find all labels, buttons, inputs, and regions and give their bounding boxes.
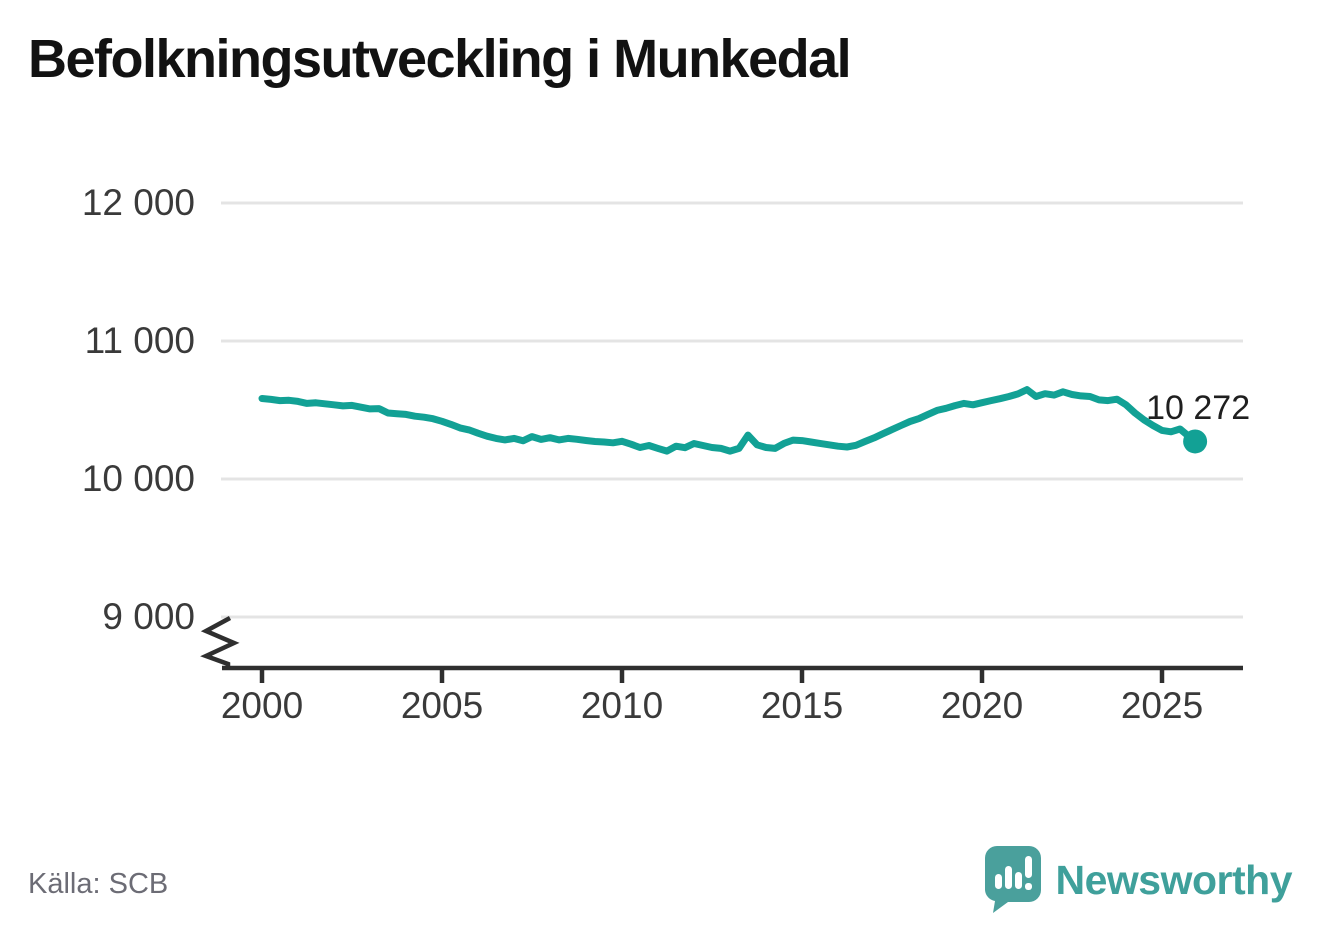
page-title: Befolkningsutveckling i Munkedal	[28, 29, 852, 89]
newsworthy-wordmark: Newsworthy	[1055, 856, 1293, 903]
y-axis-tick-label: 12 000	[81, 182, 195, 223]
newsworthy-logo-icon	[984, 846, 1041, 913]
x-axis-tick-label: 2010	[580, 685, 664, 726]
source-note: Källa: SCB	[28, 868, 169, 900]
x-axis-tick-label: 2000	[220, 685, 304, 726]
y-axis-tick-label: 9 000	[102, 596, 195, 637]
latest-value-label: 10 272	[1146, 389, 1251, 428]
x-axis-tick-label: 2015	[760, 685, 844, 726]
newsworthy-brand: Newsworthy	[984, 846, 1293, 913]
x-axis-tick-label: 2025	[1120, 685, 1204, 726]
y-axis-tick-label: 10 000	[81, 458, 195, 499]
y-axis-tick-label: 11 000	[84, 320, 195, 361]
x-axis-tick-label: 2005	[400, 685, 484, 726]
x-axis-tick-label: 2020	[940, 685, 1024, 726]
